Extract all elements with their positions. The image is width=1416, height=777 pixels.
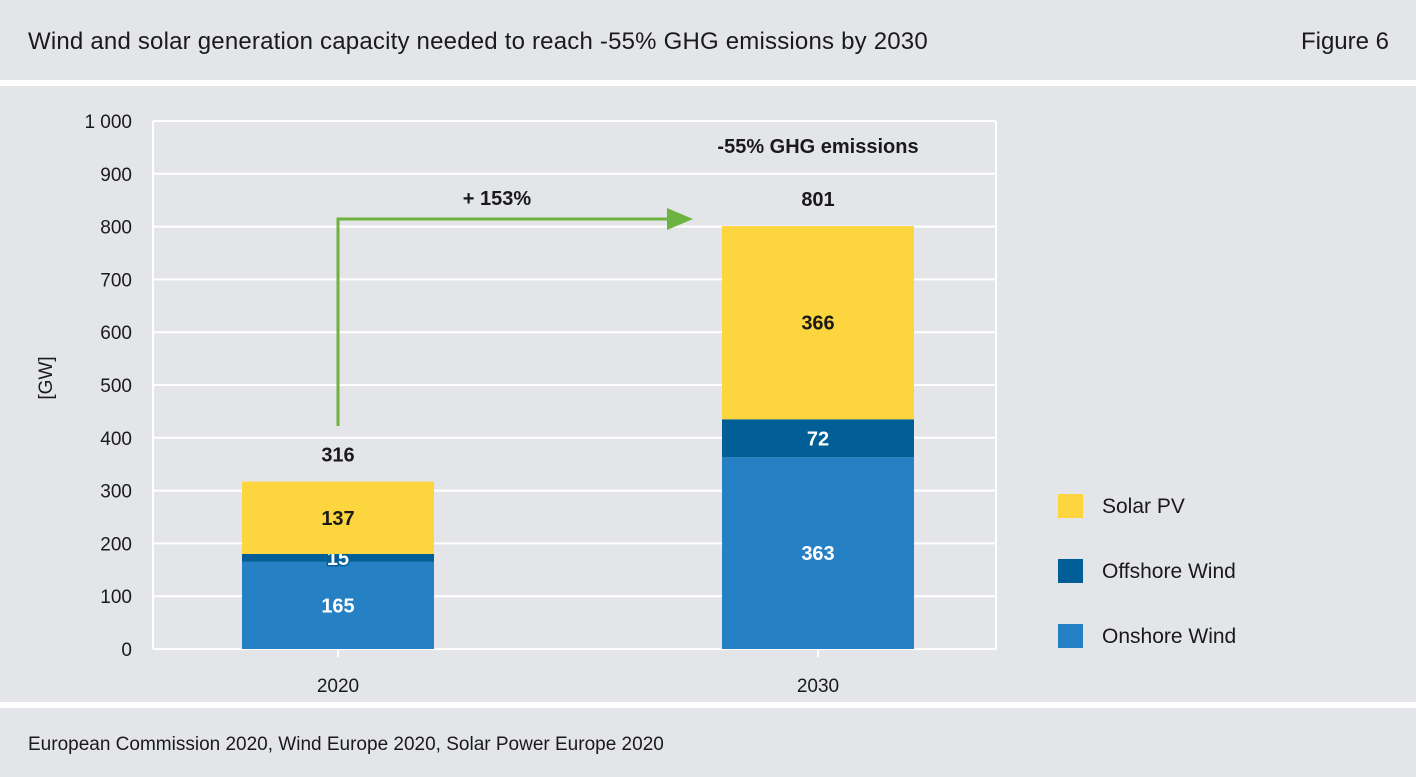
growth-arrow-line xyxy=(336,217,672,426)
source-note: European Commission 2020, Wind Europe 20… xyxy=(28,734,664,755)
bar-value-label: 165 xyxy=(321,595,354,617)
bar-segment xyxy=(242,481,434,554)
bar-total-label: 801 xyxy=(801,189,834,211)
bar-segment xyxy=(242,561,434,649)
bar-total-label: 316 xyxy=(321,445,354,467)
y-tick-label: 900 xyxy=(100,165,132,186)
legend-swatch xyxy=(1058,624,1083,648)
chart-panel xyxy=(0,86,1416,702)
x-tick-label: 2020 xyxy=(317,676,359,697)
bar-segment xyxy=(242,553,434,562)
legend-label: Onshore Wind xyxy=(1102,625,1236,648)
y-tick-label: 600 xyxy=(100,323,132,344)
y-tick-label: 500 xyxy=(100,376,132,397)
legend-swatch xyxy=(1058,494,1083,518)
legend-label: Solar PV xyxy=(1102,495,1185,518)
growth-annotation: + 153% xyxy=(463,188,532,210)
figure-label: Figure 6 xyxy=(1300,28,1389,55)
header-bar: Wind and solar generation capacity neede… xyxy=(0,0,1416,80)
chart-title: Wind and solar generation capacity neede… xyxy=(28,28,928,55)
bar-value-label: 363 xyxy=(801,543,834,565)
y-tick-label: 1 000 xyxy=(84,112,132,133)
growth-arrow-head xyxy=(667,208,693,230)
footer-bar: European Commission 2020, Wind Europe 20… xyxy=(0,708,1416,777)
y-tick-label: 300 xyxy=(100,482,132,503)
legend-swatch xyxy=(1058,559,1083,583)
bar-segment xyxy=(722,226,914,420)
y-tick-label: 0 xyxy=(121,640,132,661)
bar-value-label: 366 xyxy=(801,313,834,335)
y-tick-label: 800 xyxy=(100,218,132,239)
y-tick-label: 200 xyxy=(100,534,132,555)
bar-value-label: 72 xyxy=(807,428,829,450)
bar-segment xyxy=(722,457,914,649)
y-tick-label: 400 xyxy=(100,429,132,450)
x-tick-label: 2030 xyxy=(797,676,839,697)
bar-segment xyxy=(722,419,914,458)
y-tick-label: 700 xyxy=(100,270,132,291)
y-tick-label: 100 xyxy=(100,587,132,608)
bar-value-label: 137 xyxy=(321,508,354,530)
target-annotation: -55% GHG emissions xyxy=(717,136,918,158)
legend-label: Offshore Wind xyxy=(1102,560,1236,583)
y-axis-label: [GW] xyxy=(36,356,57,399)
